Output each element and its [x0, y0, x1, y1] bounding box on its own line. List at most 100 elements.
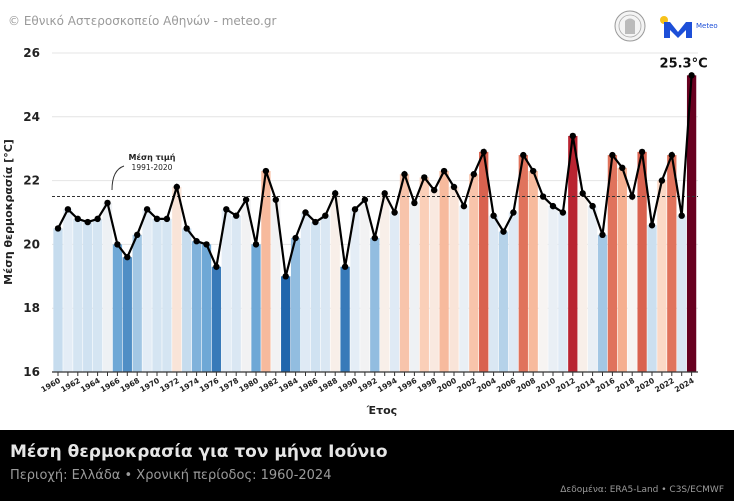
x-tick-label: 1982 [257, 376, 280, 394]
point-2008 [530, 167, 537, 175]
bar-2024 [686, 75, 697, 372]
point-2018 [629, 193, 636, 200]
x-tick-label: 2020 [633, 376, 656, 394]
point-1995 [401, 171, 408, 178]
max-value-label: 25.3°C [660, 56, 708, 71]
x-tick-label: 2000 [435, 376, 458, 394]
point-1983 [282, 273, 289, 280]
bar-1960 [53, 228, 63, 372]
point-2023 [678, 212, 685, 219]
bar-2008 [528, 171, 538, 372]
point-1992 [371, 234, 378, 242]
point-1960 [54, 225, 62, 232]
bar-1997 [419, 177, 429, 372]
bar-2000 [449, 186, 459, 372]
bar-2021 [657, 180, 667, 372]
bar-2022 [667, 155, 677, 372]
x-tick-label: 1960 [39, 376, 62, 394]
bar-2016 [607, 155, 618, 372]
bar-1965 [102, 202, 113, 372]
point-2005 [500, 228, 507, 235]
y-axis-label: Μέση θερμοκρασία [°C] [2, 139, 15, 285]
bar-1962 [73, 218, 83, 372]
y-tick-label: 20 [23, 237, 40, 251]
bar-2010 [548, 206, 558, 372]
point-1988 [332, 190, 339, 197]
bar-2013 [578, 193, 588, 372]
x-tick-label: 2024 [673, 376, 696, 394]
x-tick-label: 2022 [653, 376, 676, 394]
bar-1972 [172, 186, 182, 372]
x-tick-label: 1990 [336, 376, 359, 394]
point-1989 [341, 263, 349, 270]
point-2020 [648, 222, 656, 229]
point-2010 [549, 202, 557, 210]
bar-1985 [300, 212, 311, 372]
temperature-chart: 1960196219641966196819701972197419761978… [2, 46, 708, 417]
bar-2009 [538, 196, 548, 372]
bar-1994 [389, 212, 400, 372]
x-tick-label: 1988 [317, 376, 340, 394]
reference-label: Μέση τιμή [129, 152, 176, 162]
point-1990 [351, 206, 359, 213]
bar-1979 [241, 199, 251, 372]
point-2016 [609, 151, 616, 159]
point-1971 [163, 215, 171, 223]
x-tick-label: 1984 [277, 376, 300, 394]
bar-2001 [459, 206, 469, 372]
point-1984 [292, 234, 299, 242]
point-2002 [470, 171, 477, 178]
x-tick-label: 2004 [475, 376, 498, 394]
point-1967 [124, 253, 131, 261]
bar-1998 [429, 190, 439, 372]
bar-1981 [261, 171, 271, 372]
x-tick-label: 2008 [515, 376, 538, 394]
point-1974 [193, 238, 200, 245]
point-1966 [114, 241, 121, 248]
bar-1984 [290, 238, 301, 372]
point-2017 [619, 164, 626, 172]
observatory-seal-logo [614, 10, 646, 42]
point-1968 [134, 231, 141, 239]
point-2014 [589, 202, 596, 210]
x-tick-label: 1972 [158, 376, 181, 394]
bar-1995 [399, 174, 410, 372]
bar-2014 [587, 206, 598, 372]
point-1961 [64, 206, 72, 213]
bar-1966 [112, 244, 123, 372]
bar-1961 [63, 209, 73, 372]
point-1977 [223, 206, 230, 213]
bar-1982 [271, 199, 281, 372]
bar-1978 [231, 215, 241, 372]
x-tick-label: 1994 [376, 376, 399, 394]
bar-1988 [330, 193, 340, 372]
point-2004 [490, 212, 497, 219]
x-tick-label: 2014 [574, 376, 597, 394]
y-tick-label: 24 [23, 110, 40, 124]
y-tick-label: 26 [23, 46, 40, 60]
point-1987 [322, 212, 329, 219]
point-1980 [252, 241, 260, 248]
point-2011 [559, 209, 567, 216]
bar-2023 [677, 215, 687, 372]
x-tick-label: 1986 [297, 376, 320, 394]
point-1986 [312, 218, 319, 226]
x-tick-label: 2016 [594, 376, 617, 394]
point-1991 [361, 196, 369, 203]
bar-1976 [211, 266, 222, 372]
x-tick-label: 1964 [79, 376, 102, 394]
x-tick-label: 1978 [218, 376, 241, 394]
point-2007 [520, 151, 527, 159]
point-2019 [638, 148, 646, 156]
point-1998 [431, 186, 438, 194]
x-tick-label: 1962 [59, 376, 82, 394]
x-axis-label: Έτος [366, 404, 397, 417]
data-source: Δεδομένα: ERA5-Land • C3S/ECMWF [560, 485, 724, 495]
point-2021 [658, 177, 666, 184]
point-2013 [579, 190, 586, 197]
bar-1964 [92, 218, 103, 372]
x-tick-label: 2012 [554, 376, 577, 394]
reference-arrow [111, 165, 125, 191]
point-2015 [599, 231, 606, 239]
chart-title: Μέση θερμοκρασία για τον μήνα Ιούνιο [10, 442, 388, 462]
